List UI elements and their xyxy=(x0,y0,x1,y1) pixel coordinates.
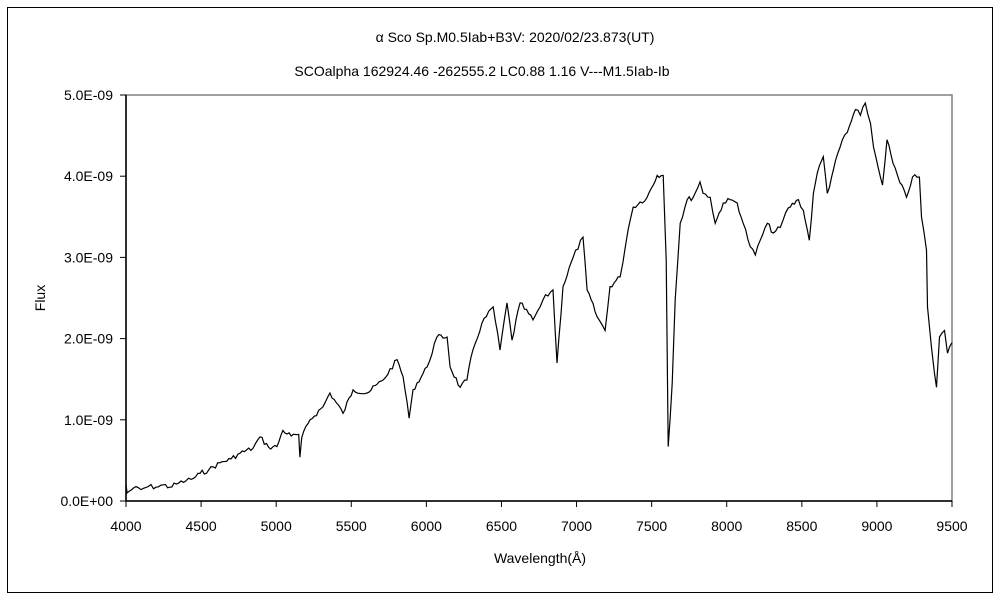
x-tick-label: 4000 xyxy=(110,518,141,534)
y-tick-label: 4.0E-09 xyxy=(64,168,113,184)
x-tick-label: 5000 xyxy=(261,518,292,534)
y-tick-label: 2.0E-09 xyxy=(64,331,113,347)
y-axis-label: Flux xyxy=(32,285,48,311)
x-tick-label: 4500 xyxy=(186,518,217,534)
y-tick-label: 0.0E+00 xyxy=(60,493,113,509)
x-tick-label: 9000 xyxy=(861,518,892,534)
x-tick-label: 5500 xyxy=(336,518,367,534)
x-tick-label: 6000 xyxy=(411,518,442,534)
x-axis-label: Wavelength(Å) xyxy=(494,550,586,566)
chart-title: α Sco Sp.M0.5Iab+B3V: 2020/02/23.873(UT) xyxy=(376,29,655,45)
x-tick-label: 7000 xyxy=(561,518,592,534)
chart-border xyxy=(7,7,993,593)
x-tick-label: 8000 xyxy=(711,518,742,534)
y-tick-label: 1.0E-09 xyxy=(64,412,113,428)
x-tick-label: 8500 xyxy=(786,518,817,534)
chart-subtitle: SCOalpha 162924.46 -262555.2 LC0.88 1.16… xyxy=(294,63,669,79)
x-tick-label: 9500 xyxy=(936,518,967,534)
y-tick-label: 3.0E-09 xyxy=(64,249,113,265)
x-tick-label: 7500 xyxy=(636,518,667,534)
x-tick-label: 6500 xyxy=(486,518,517,534)
y-tick-label: 5.0E-09 xyxy=(64,87,113,103)
series-line-flux xyxy=(125,101,953,495)
